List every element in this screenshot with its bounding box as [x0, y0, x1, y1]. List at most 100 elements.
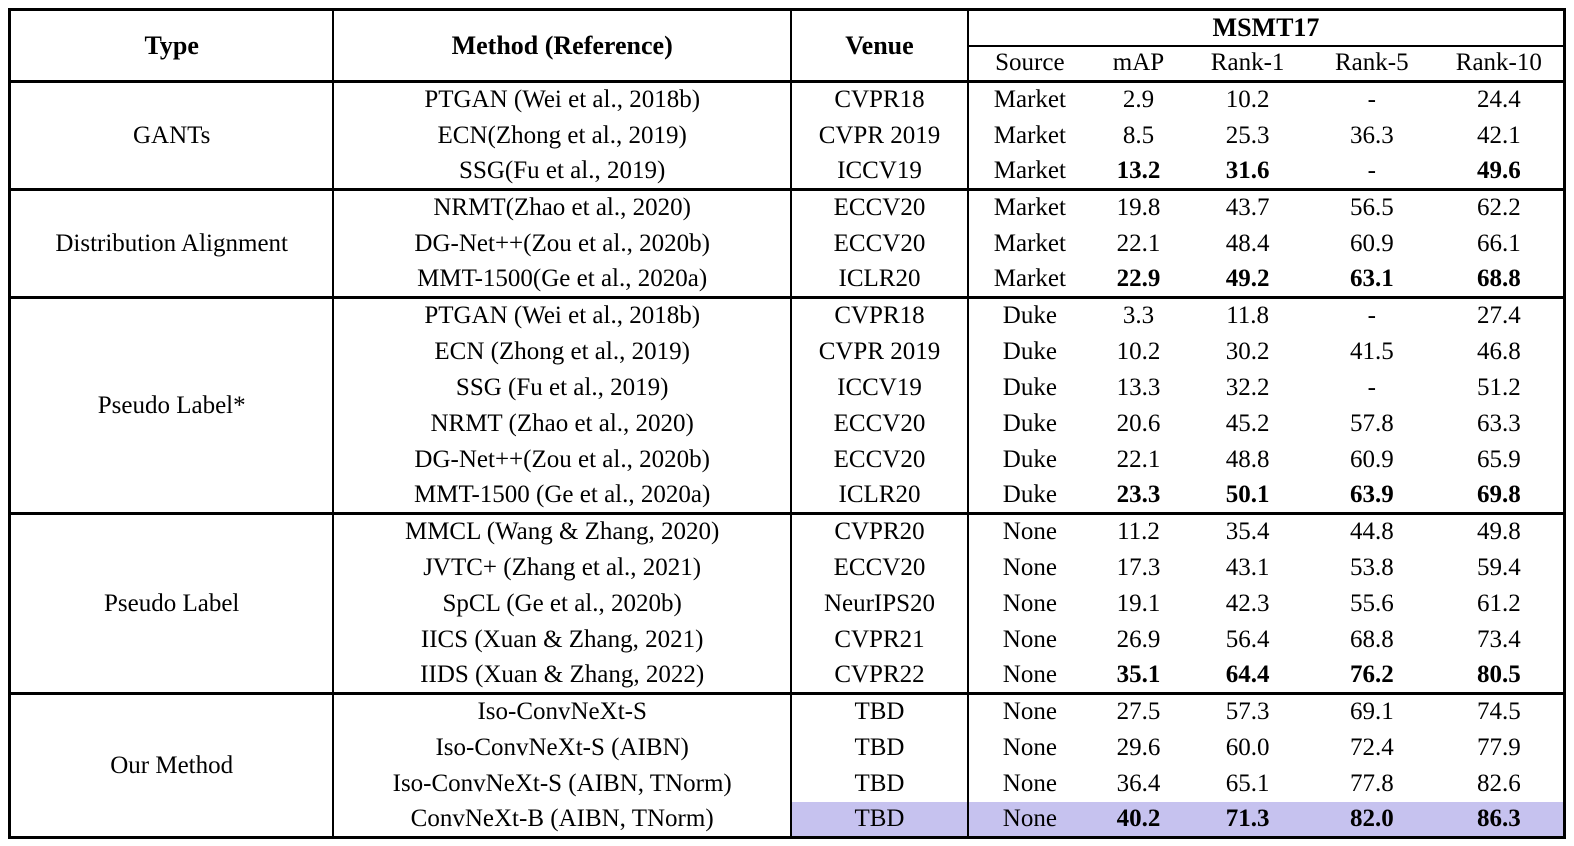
cell-rank1: 45.2 [1225, 409, 1270, 437]
column-header-rank10: Rank-10 [1455, 49, 1542, 77]
cell-source: None [1002, 553, 1057, 581]
header-row-sub: Source mAP Rank-1 Rank-5 Rank-10 [10, 46, 1565, 82]
cell-rank10: 42.1 [1476, 121, 1521, 149]
cell-type: Pseudo Label* [9, 297, 335, 514]
cell-rank10: 59.4 [1476, 553, 1521, 581]
cell-map: 36.4 [1116, 769, 1161, 797]
table-section: Pseudo Label* PTGAN (Wei et al., 2018b) CV… [9, 297, 1565, 514]
table-section: Pseudo Label MMCL (Wang & Zhang, 2020) CVP… [9, 513, 1565, 694]
cell-venue: ECCV20 [790, 189, 970, 226]
cell-rank1: 43.1 [1225, 553, 1270, 581]
cell-method: ECN (Zhong et al., 2019) [333, 333, 792, 370]
table-header: Type Method (Reference) Venue MSMT17 Sou… [9, 9, 1565, 82]
cell-rank5: 55.6 [1349, 589, 1394, 617]
cell-method: PTGAN (Wei et al., 2018b) [333, 297, 792, 334]
cell-map: 22.1 [1116, 229, 1161, 257]
cell-map: 11.2 [1117, 518, 1160, 546]
cell-method: ECN(Zhong et al., 2019) [333, 117, 792, 154]
cell-rank5: - [1367, 86, 1376, 114]
cell-type: Distribution Alignment [9, 189, 335, 298]
cell-map: 23.3 [1116, 480, 1161, 508]
cell-map: 22.9 [1116, 264, 1161, 292]
table-row: Distribution Alignment NRMT(Zhao et al., … [9, 189, 1565, 298]
cell-venue: CVPR 2019 [790, 117, 970, 154]
table-section: Our Method Iso-ConvNeXt-S TBD None 27.5 57.3 6… [9, 693, 1565, 838]
table-row: ECN (Zhong et al., 2019) CVPR 2019 Duke 10.… [10, 333, 1565, 370]
cell-map: 19.1 [1116, 589, 1161, 617]
cell-venue: ECCV20 [790, 405, 970, 442]
cell-method: MMT-1500(Ge et al., 2020a) [333, 261, 792, 298]
cell-rank5: 82.0 [1308, 801, 1435, 838]
cell-rank10: 80.5 [1476, 660, 1521, 688]
table-row: ECN(Zhong et al., 2019) CVPR 2019 Market 8.… [10, 117, 1565, 154]
cell-rank1: 11.8 [1226, 302, 1270, 330]
cell-source: Market [993, 229, 1066, 257]
cell-venue: CVPR20 [790, 513, 970, 550]
cell-venue: NeurIPS20 [790, 585, 970, 622]
column-group-header-msmt17: MSMT17 [968, 9, 1565, 47]
cell-method: Iso-ConvNeXt-S (AIBN, TNorm) [333, 765, 792, 802]
cell-rank1: 50.1 [1225, 480, 1270, 508]
cell-rank10: 63.3 [1476, 409, 1521, 437]
table-row: Pseudo Label MMCL (Wang & Zhang, 2020) CVP… [9, 513, 1565, 694]
cell-source: Duke [1002, 480, 1057, 508]
table-row: DG-Net++(Zou et al., 2020b) ECCV20 Duke 22.… [10, 441, 1565, 478]
cell-venue: TBD [790, 693, 970, 730]
cell-venue: TBD [790, 765, 970, 802]
table-row: ConvNeXt-B (AIBN, TNorm) TBD None 40.2 71.3 8… [10, 801, 1565, 838]
cell-rank5: 57.8 [1349, 409, 1394, 437]
cell-method: NRMT (Zhao et al., 2020) [333, 405, 792, 442]
cell-source: None [1002, 733, 1057, 761]
cell-method: NRMT(Zhao et al., 2020) [333, 189, 792, 226]
cell-method: PTGAN (Wei et al., 2018b) [333, 81, 792, 118]
cell-source: Duke [1002, 445, 1057, 473]
cell-map: 10.2 [1116, 337, 1161, 365]
cell-venue: ICLR20 [790, 477, 970, 514]
cell-source: Market [993, 156, 1066, 184]
cell-venue: CVPR22 [790, 657, 970, 694]
cell-source: None [968, 801, 1091, 838]
column-header-rank1: Rank-1 [1210, 49, 1285, 77]
cell-type: Pseudo Label [9, 513, 335, 694]
cell-source: Market [993, 194, 1066, 222]
cell-method: MMT-1500 (Ge et al., 2020a) [333, 477, 792, 514]
cell-rank10: 77.9 [1476, 733, 1521, 761]
cell-map: 20.6 [1116, 409, 1161, 437]
cell-rank1: 25.3 [1225, 121, 1270, 149]
cell-rank1: 64.4 [1225, 660, 1270, 688]
cell-venue: CVPR18 [790, 81, 970, 118]
cell-map: 17.3 [1116, 553, 1161, 581]
cell-method: SSG(Fu et al., 2019) [333, 153, 792, 190]
column-header-method: Method (Reference) [333, 9, 792, 82]
cell-rank10: 51.2 [1476, 373, 1521, 401]
cell-method: ConvNeXt-B (AIBN, TNorm) [333, 801, 792, 838]
cell-rank1: 10.2 [1225, 86, 1270, 114]
cell-source: None [1002, 625, 1057, 653]
cell-rank10: 82.6 [1476, 769, 1521, 797]
table-row: Iso-ConvNeXt-S (AIBN, TNorm) TBD None 36.4 6… [10, 765, 1565, 802]
cell-map: 2.9 [1122, 86, 1155, 114]
cell-map: 40.2 [1090, 801, 1187, 838]
column-header-venue: Venue [790, 9, 970, 82]
cell-rank1: 43.7 [1225, 194, 1270, 222]
table-section: GANTs PTGAN (Wei et al., 2018b) CVPR18 Mark… [9, 81, 1565, 190]
cell-rank5: 56.5 [1349, 194, 1394, 222]
cell-rank10: 61.2 [1476, 589, 1521, 617]
cell-source: Market [993, 121, 1066, 149]
cell-rank1: 65.1 [1225, 769, 1270, 797]
cell-venue: TBD [790, 729, 970, 766]
cell-rank5: 76.2 [1349, 660, 1394, 688]
table-row: SpCL (Ge et al., 2020b) NeurIPS20 None 19.1… [10, 585, 1565, 622]
cell-venue: ICCV19 [790, 153, 970, 190]
cell-map: 13.2 [1116, 156, 1161, 184]
cell-rank1: 57.3 [1225, 698, 1270, 726]
column-header-rank5: Rank-5 [1335, 49, 1409, 77]
cell-method: SpCL (Ge et al., 2020b) [333, 585, 792, 622]
cell-map: 19.8 [1116, 194, 1161, 222]
cell-venue: ECCV20 [790, 441, 970, 478]
cell-venue: ICLR20 [790, 261, 970, 298]
table-row: MMT-1500(Ge et al., 2020a) ICLR20 Market 22… [10, 261, 1565, 298]
cell-method: IICS (Xuan & Zhang, 2021) [333, 621, 792, 658]
table-row: IICS (Xuan & Zhang, 2021) CVPR21 None 26.9 5… [10, 621, 1565, 658]
